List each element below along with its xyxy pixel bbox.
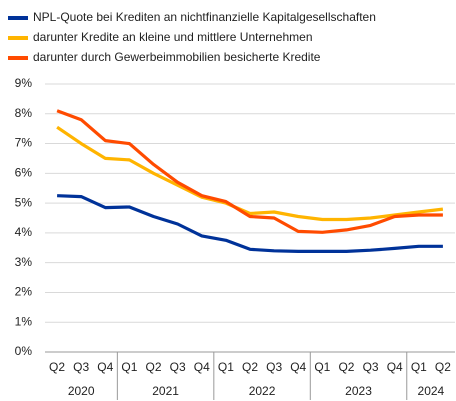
y-tick-label: 8% <box>15 106 33 120</box>
y-tick-label: 0% <box>15 344 33 358</box>
series-line <box>57 194 443 253</box>
x-tick-label: Q3 <box>363 360 379 374</box>
series-line <box>56 125 444 222</box>
y-tick-label: 4% <box>15 225 33 239</box>
x-tick-label: Q4 <box>194 360 210 374</box>
year-label: 2022 <box>249 384 276 398</box>
x-tick-label: Q3 <box>170 360 186 374</box>
x-tick-label: Q1 <box>411 360 427 374</box>
y-tick-label: 2% <box>15 285 33 299</box>
y-tick-label: 3% <box>15 255 33 269</box>
x-tick-label: Q1 <box>218 360 234 374</box>
x-tick-label: Q1 <box>121 360 137 374</box>
x-tick-label: Q2 <box>435 360 451 374</box>
year-label: 2020 <box>68 384 95 398</box>
x-tick-label: Q3 <box>73 360 89 374</box>
year-label: 2021 <box>152 384 179 398</box>
x-tick-label: Q4 <box>387 360 403 374</box>
year-label: 2024 <box>418 384 445 398</box>
x-tick-label: Q2 <box>242 360 258 374</box>
y-tick-label: 6% <box>15 166 33 180</box>
x-tick-label: Q2 <box>338 360 354 374</box>
legend-label: darunter durch Gewerbeimmobilien besiche… <box>33 50 321 64</box>
x-tick-label: Q2 <box>146 360 162 374</box>
x-tick-label: Q1 <box>314 360 330 374</box>
y-tick-label: 1% <box>15 314 33 328</box>
x-tick-label: Q4 <box>97 360 113 374</box>
x-tick-label: Q2 <box>49 360 65 374</box>
year-label: 2023 <box>345 384 372 398</box>
x-tick-label: Q3 <box>266 360 282 374</box>
x-tick-label: Q4 <box>290 360 306 374</box>
series-line <box>56 109 443 234</box>
y-tick-label: 7% <box>15 136 33 150</box>
y-tick-label: 9% <box>15 76 33 90</box>
y-tick-label: 5% <box>15 195 33 209</box>
legend-label: NPL-Quote bei Krediten an nichtfinanziel… <box>33 10 376 24</box>
legend-label: darunter Kredite an kleine und mittlere … <box>33 30 313 44</box>
